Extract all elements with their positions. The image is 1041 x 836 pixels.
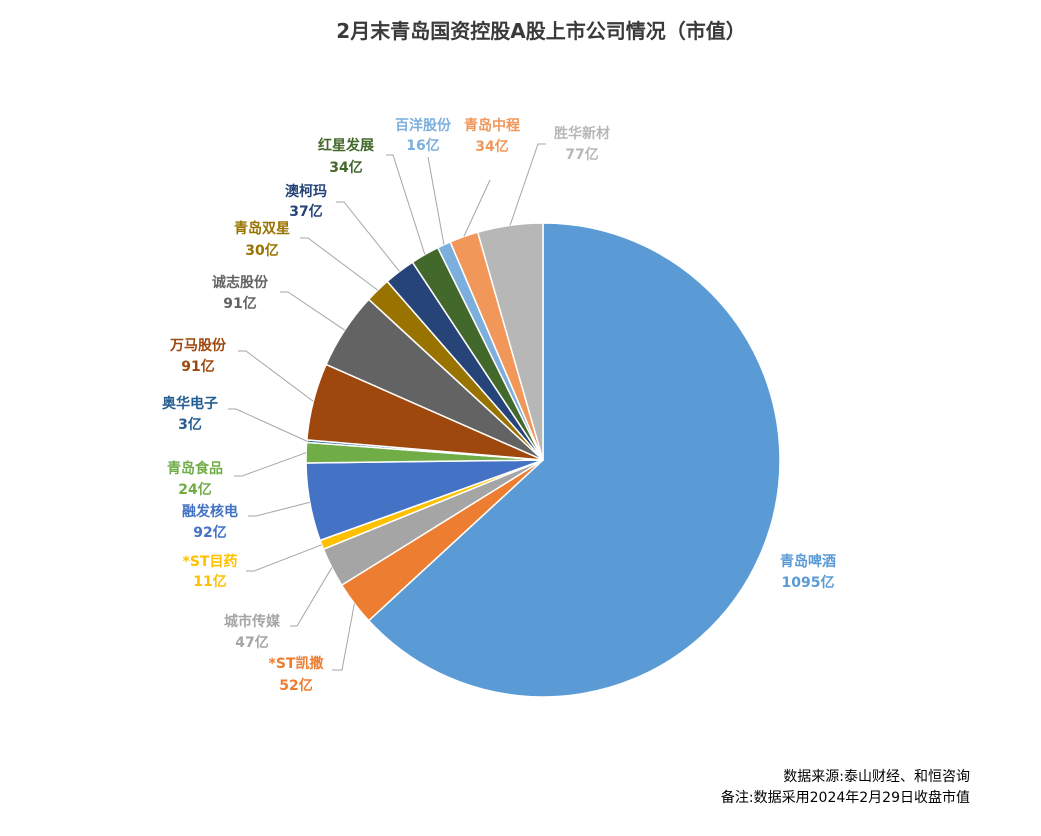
- leader-line-8: [238, 350, 314, 402]
- leader-line-6: [234, 452, 307, 477]
- slice-label-value-10: 30亿: [245, 242, 278, 259]
- slice-label-value-5: 92亿: [193, 524, 226, 541]
- leader-line-10: [300, 237, 379, 291]
- leader-line-13: [427, 156, 445, 245]
- pie-slice-15: [476, 222, 544, 461]
- pie-slices: [305, 222, 781, 698]
- slice-label-value-3: 47亿: [235, 634, 268, 651]
- leader-line-9: [280, 291, 346, 331]
- data-source-note: 数据来源:泰山财经、和恒咨询: [783, 769, 970, 785]
- slice-label-value-15: 77亿: [565, 146, 598, 163]
- slice-label-value-4: 11亿: [193, 573, 226, 590]
- leader-line-4: [246, 544, 322, 572]
- slice-label-name-12: 红星发展: [318, 137, 374, 154]
- remark-note: 备注:数据采用2024年2月29日收盘市值: [721, 789, 970, 806]
- slice-label-name-10: 青岛双星: [234, 220, 290, 237]
- leader-line-12: [386, 154, 426, 255]
- leader-line-14: [463, 179, 491, 237]
- slice-label-name-15: 胜华新材: [554, 125, 610, 142]
- slice-label-name-9: 诚志股份: [212, 274, 269, 291]
- slice-label-value-1: 1095亿: [782, 574, 835, 591]
- chart-title: 2月末青岛国资控股A股上市公司情况（市值）: [336, 19, 745, 43]
- slice-label-name-3: 城市传媒: [224, 613, 281, 630]
- leader-line-5: [248, 501, 310, 517]
- leader-line-2: [332, 603, 355, 671]
- slice-label-name-13: 百洋股份: [395, 117, 452, 134]
- leader-lines: [228, 143, 546, 671]
- slice-label-value-6: 24亿: [178, 481, 211, 498]
- leader-line-3: [290, 567, 333, 627]
- leader-line-7: [228, 408, 307, 442]
- slice-label-name-14: 青岛中程: [464, 117, 520, 134]
- leader-line-11: [336, 201, 400, 272]
- slice-label-name-1: 青岛啤酒: [780, 553, 836, 570]
- slice-label-value-13: 16亿: [406, 137, 439, 154]
- slice-label-name-2: *ST凯撒: [269, 655, 325, 672]
- slice-label-name-7: 奥华电子: [162, 395, 218, 412]
- slice-label-name-8: 万马股份: [169, 337, 227, 354]
- slice-label-value-9: 91亿: [223, 295, 256, 312]
- data-labels: 青岛啤酒 1095亿 *ST凯撒 52亿 城市传媒 47亿 *ST目药 11亿 融发核电 92亿 青…: [162, 117, 836, 694]
- slice-label-name-4: *ST目药: [183, 553, 238, 570]
- slice-label-value-11: 37亿: [289, 203, 322, 220]
- slice-label-name-5: 融发核电: [182, 503, 238, 520]
- slice-label-name-11: 澳柯玛: [285, 183, 327, 200]
- slice-label-value-7: 3亿: [178, 416, 202, 433]
- slice-label-value-2: 52亿: [279, 677, 312, 694]
- slice-label-value-8: 91亿: [181, 358, 214, 375]
- slice-label-value-12: 34亿: [329, 159, 362, 176]
- slice-label-name-6: 青岛食品: [167, 460, 223, 477]
- leader-line-15: [509, 143, 546, 226]
- slice-label-value-14: 34亿: [475, 138, 508, 155]
- pie-slice-1: [367, 222, 781, 698]
